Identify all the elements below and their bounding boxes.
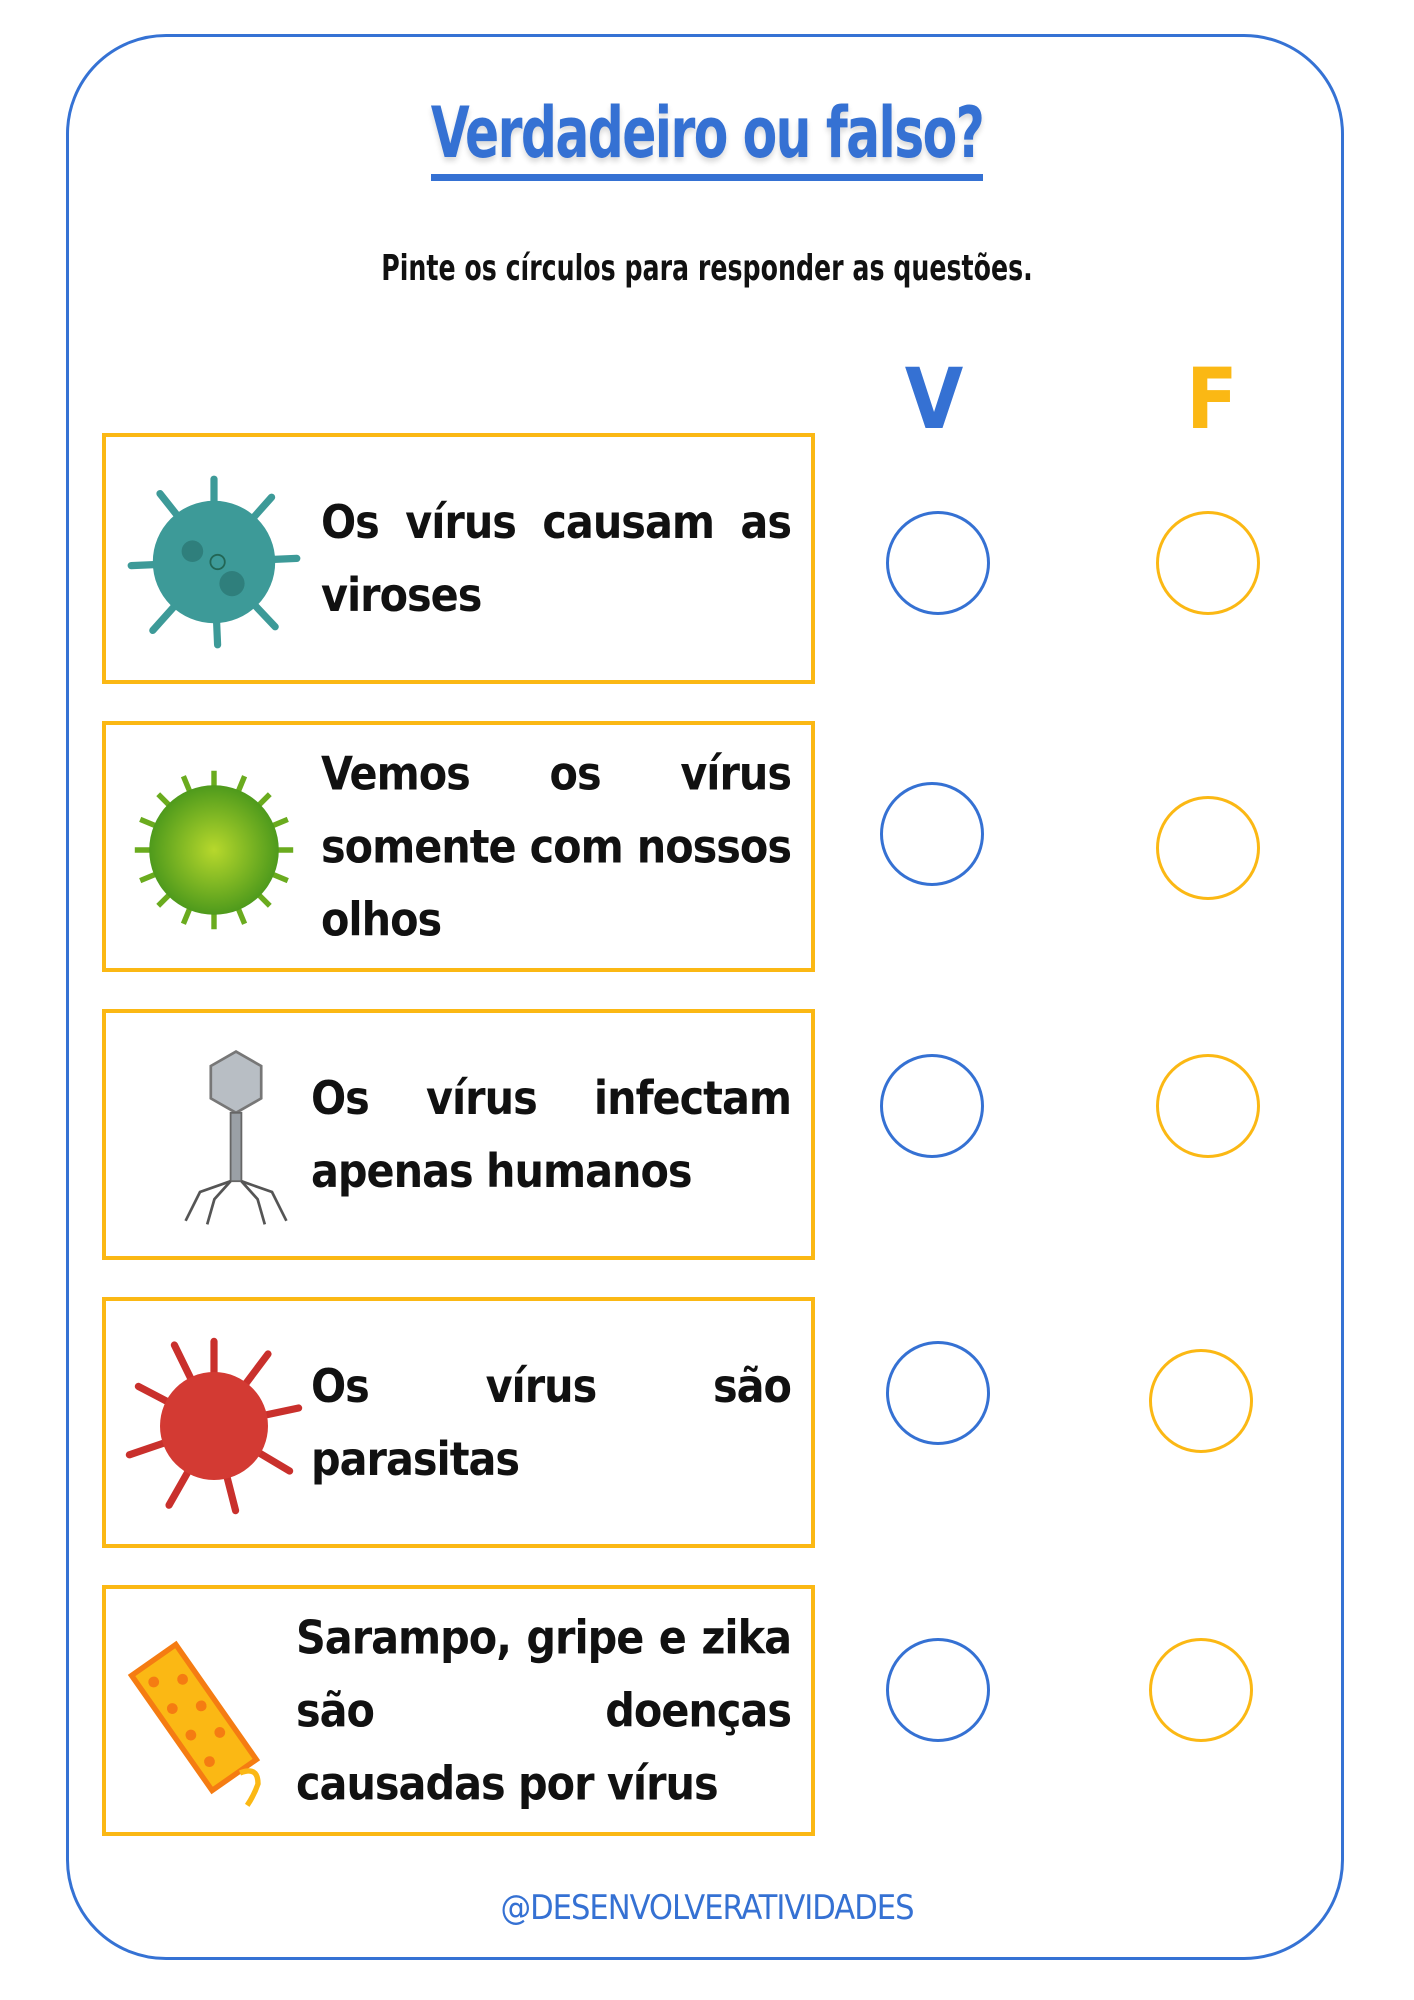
question-row: Vemos os vírus somente com nossos olhos [102, 721, 815, 972]
page-border [66, 34, 1344, 1960]
question-text: Vemos os vírus somente com nossos olhos [321, 746, 792, 946]
false-answer-circle[interactable] [1156, 511, 1260, 615]
red-coronavirus-icon [125, 1337, 303, 1515]
question-text: Os vírus infectam apenas humanos [311, 1070, 792, 1198]
question-text: Os vírus causam as viroses [321, 494, 792, 622]
page-title: Verdadeiro ou falso? [141, 92, 1272, 181]
question-row: Os vírus são parasitas [102, 1297, 815, 1548]
bacteriophage-icon [184, 1050, 288, 1225]
true-answer-circle[interactable] [880, 1054, 984, 1158]
green-virus-icon [134, 770, 294, 930]
question-row: Os vírus infectam apenas humanos [102, 1009, 815, 1260]
question-row: Os vírus causam as viroses [102, 433, 815, 684]
false-answer-circle[interactable] [1149, 1349, 1253, 1453]
question-text: Os vírus são parasitas [311, 1358, 792, 1486]
false-answer-circle[interactable] [1156, 796, 1260, 900]
teal-virus-icon [127, 475, 301, 649]
rod-virus-icon [127, 1640, 261, 1807]
true-answer-circle[interactable] [886, 1341, 990, 1445]
title-text: Verdadeiro ou falso? [430, 92, 985, 181]
true-answer-circle[interactable] [886, 511, 990, 615]
true-answer-circle[interactable] [886, 1638, 990, 1742]
instructions: Pinte os círculos para responder as ques… [381, 248, 1033, 289]
true-column-header: V [904, 350, 964, 448]
question-text: Sarampo, gripe e zika são doenças causad… [296, 1610, 792, 1810]
false-column-header: F [1186, 350, 1238, 448]
false-answer-circle[interactable] [1149, 1638, 1253, 1742]
true-answer-circle[interactable] [880, 782, 984, 886]
false-answer-circle[interactable] [1156, 1054, 1260, 1158]
question-row: Sarampo, gripe e zika são doenças causad… [102, 1585, 815, 1836]
footer-credit: @DESENVOLVERATIVIDADES [500, 1888, 915, 1928]
